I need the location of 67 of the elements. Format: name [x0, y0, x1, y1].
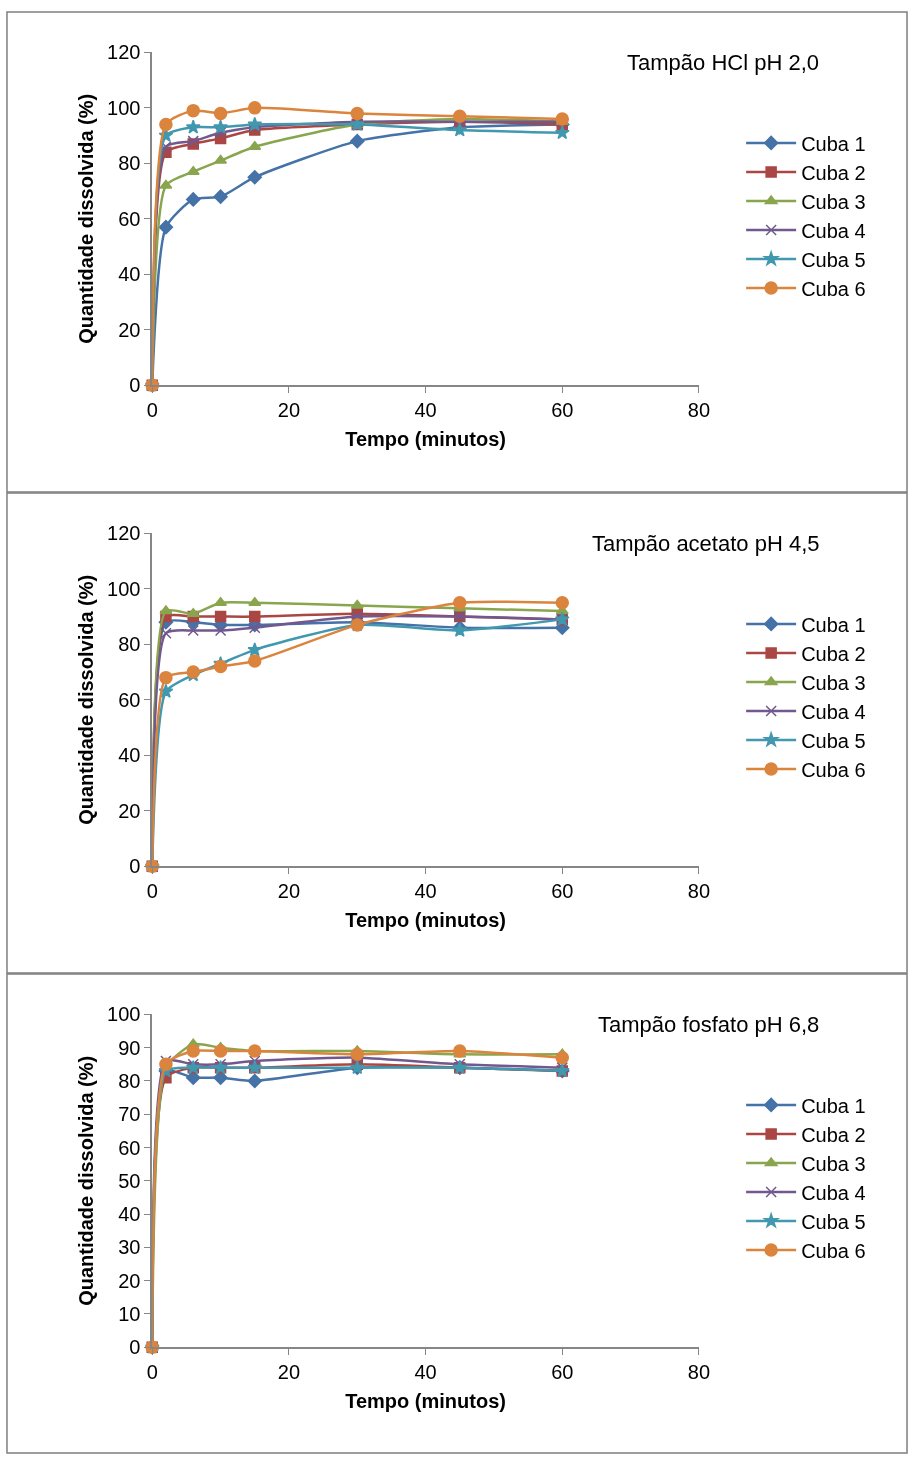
x-tick-label: 60 — [551, 1361, 574, 1384]
x-tick-label: 20 — [277, 399, 301, 422]
legend-label: Cuba 4 — [801, 700, 866, 723]
y-tick-label: 30 — [118, 1236, 141, 1259]
y-tick-label: 70 — [118, 1103, 141, 1126]
y-tick-label: 80 — [118, 633, 141, 656]
legend-label: Cuba 2 — [801, 161, 866, 184]
legend-label: Cuba 2 — [801, 642, 866, 665]
y-tick-label: 60 — [118, 688, 141, 711]
chart-title: Tampão fosfato pH 6,8 — [598, 1012, 820, 1037]
y-tick-label: 0 — [129, 374, 141, 397]
x-tick-label: 60 — [551, 880, 574, 903]
y-tick-label: 120 — [107, 522, 141, 545]
x-tick-label: 80 — [687, 880, 711, 903]
y-tick-label: 0 — [129, 1336, 141, 1359]
legend-label: Cuba 1 — [801, 1094, 866, 1117]
x-axis-title: Tempo (minutos) — [345, 1390, 506, 1413]
x-tick-label: 20 — [277, 880, 301, 903]
y-tick-label: 40 — [118, 263, 141, 286]
y-tick-label: 100 — [107, 96, 141, 119]
y-tick-label: 0 — [129, 855, 141, 878]
y-tick-label: 100 — [107, 1003, 141, 1026]
legend-label: Cuba 3 — [801, 1152, 866, 1175]
y-tick-label: 100 — [107, 577, 141, 600]
y-tick-label: 90 — [118, 1036, 141, 1059]
legend-label: Cuba 5 — [801, 729, 866, 752]
legend-label: Cuba 6 — [801, 758, 866, 781]
y-tick-label: 40 — [118, 1203, 141, 1226]
y-tick-label: 40 — [118, 744, 141, 767]
chart-title: Tampão HCl pH 2,0 — [627, 50, 819, 75]
y-axis-title: Quantidade dissolvida (%) — [75, 93, 98, 344]
y-axis-title: Quantidade dissolvida (%) — [75, 574, 98, 825]
legend-label: Cuba 4 — [801, 1181, 866, 1204]
y-tick-label: 80 — [118, 152, 141, 175]
legend-label: Cuba 6 — [801, 1239, 866, 1262]
legend-label: Cuba 4 — [801, 219, 866, 242]
y-tick-label: 20 — [118, 318, 141, 341]
x-tick-label: 80 — [687, 399, 711, 422]
legend-label: Cuba 3 — [801, 671, 866, 694]
x-tick-label: 40 — [414, 399, 437, 422]
x-tick-label: 0 — [146, 880, 158, 903]
x-tick-label: 0 — [146, 399, 158, 422]
legend-label: Cuba 1 — [801, 132, 866, 155]
y-tick-label: 120 — [107, 41, 141, 64]
y-axis-title: Quantidade dissolvida (%) — [75, 1055, 98, 1306]
x-tick-label: 60 — [551, 399, 574, 422]
x-tick-label: 40 — [414, 880, 437, 903]
legend-label: Cuba 3 — [801, 190, 866, 213]
y-tick-label: 60 — [118, 1136, 141, 1159]
legend-label: Cuba 5 — [801, 248, 866, 271]
legend-label: Cuba 6 — [801, 277, 866, 300]
x-axis-title: Tempo (minutos) — [345, 909, 506, 932]
y-tick-label: 50 — [118, 1169, 141, 1192]
chart-title: Tampão acetato pH 4,5 — [592, 531, 820, 556]
y-tick-label: 20 — [118, 799, 141, 822]
y-tick-label: 60 — [118, 207, 141, 230]
legend-label: Cuba 2 — [801, 1123, 866, 1146]
y-tick-label: 80 — [118, 1069, 141, 1092]
legend-label: Cuba 1 — [801, 613, 866, 636]
x-axis-title: Tempo (minutos) — [345, 428, 506, 451]
x-tick-label: 0 — [146, 1361, 158, 1384]
x-tick-label: 80 — [687, 1361, 711, 1384]
x-tick-label: 20 — [277, 1361, 301, 1384]
x-tick-label: 40 — [414, 1361, 437, 1384]
y-tick-label: 20 — [118, 1269, 141, 1292]
y-tick-label: 10 — [118, 1303, 141, 1325]
legend-label: Cuba 5 — [801, 1210, 866, 1233]
